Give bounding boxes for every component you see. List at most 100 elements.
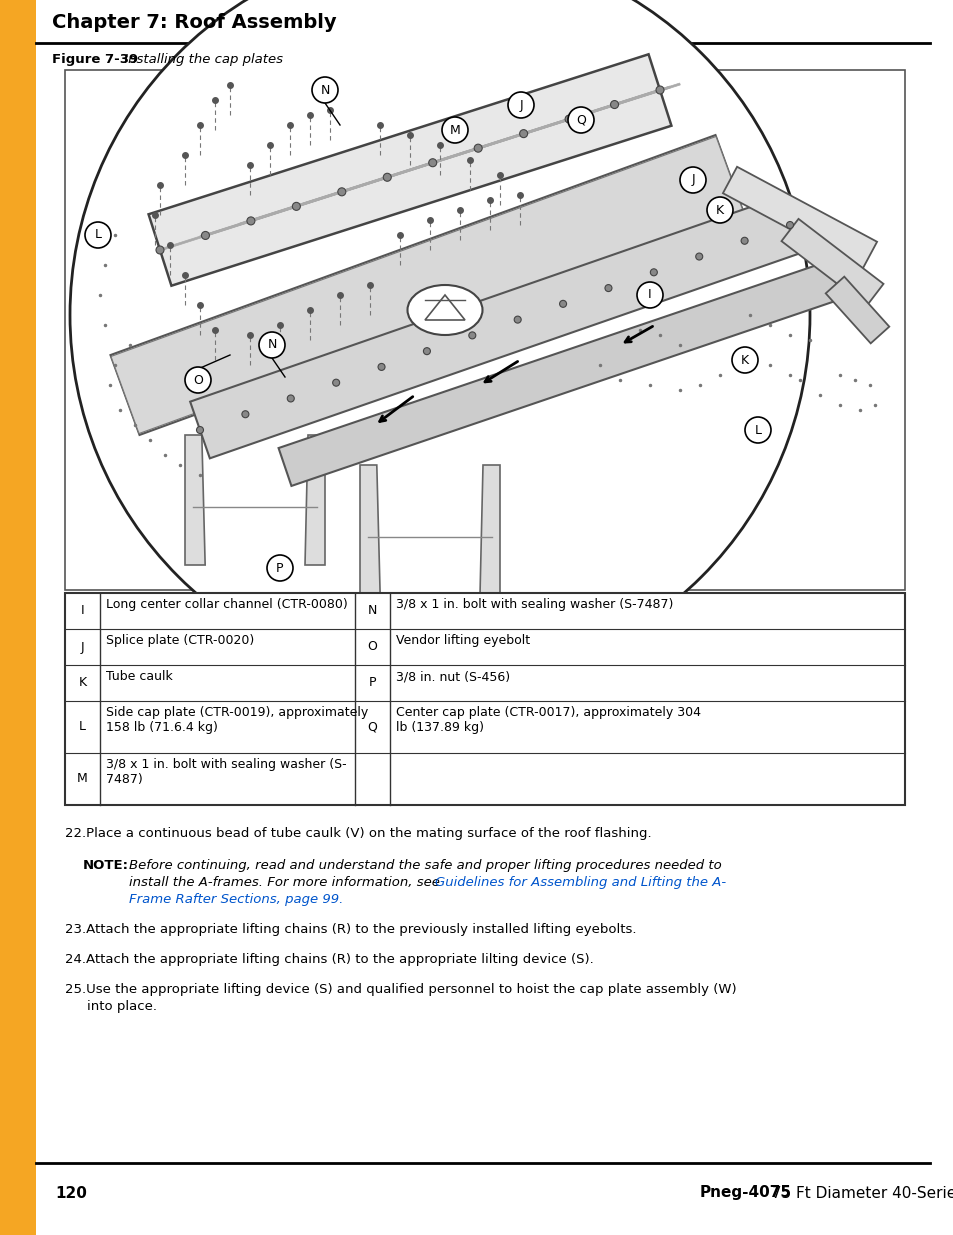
Text: Pneg-4075: Pneg-4075 [700, 1186, 791, 1200]
Circle shape [312, 77, 337, 103]
Text: Installing the cap plates: Installing the cap plates [120, 53, 283, 67]
Circle shape [474, 144, 481, 152]
Circle shape [267, 555, 293, 580]
Circle shape [604, 284, 611, 291]
Bar [65, 593, 904, 805]
Text: 3/8 x 1 in. bolt with sealing washer (S-
7487): 3/8 x 1 in. bolt with sealing washer (S-… [106, 758, 346, 785]
Polygon shape [479, 466, 499, 595]
Circle shape [650, 269, 657, 275]
Polygon shape [278, 261, 841, 485]
Polygon shape [199, 86, 670, 238]
Text: 120: 120 [55, 1186, 87, 1200]
Text: O: O [367, 641, 377, 653]
Text: N: N [368, 604, 376, 618]
Circle shape [507, 91, 534, 119]
Circle shape [247, 217, 254, 225]
Text: K: K [78, 677, 87, 689]
Bar [0, 0, 36, 1235]
Circle shape [731, 347, 758, 373]
Circle shape [383, 173, 391, 182]
Text: N: N [267, 338, 276, 352]
Text: 23.Attach the appropriate lifting chains (R) to the previously installed lifting: 23.Attach the appropriate lifting chains… [65, 923, 636, 936]
Circle shape [201, 231, 210, 240]
Text: M: M [449, 124, 460, 137]
Text: Frame Rafter Sections, page 99.: Frame Rafter Sections, page 99. [129, 893, 343, 906]
Text: P: P [276, 562, 283, 574]
Text: NOTE:: NOTE: [83, 860, 129, 872]
Circle shape [564, 115, 573, 124]
Polygon shape [111, 135, 743, 435]
Circle shape [695, 253, 702, 261]
Text: K: K [715, 204, 723, 216]
Text: Vendor lifting eyebolt: Vendor lifting eyebolt [395, 634, 530, 647]
Polygon shape [149, 54, 671, 285]
Text: Figure 7-39: Figure 7-39 [52, 53, 138, 67]
Circle shape [423, 348, 430, 354]
Text: 75 Ft Diameter 40-Series Bin: 75 Ft Diameter 40-Series Bin [766, 1186, 953, 1200]
Circle shape [156, 246, 164, 254]
Ellipse shape [407, 285, 482, 335]
Circle shape [196, 426, 203, 433]
Text: N: N [320, 84, 330, 96]
Circle shape [514, 316, 520, 324]
Text: L: L [754, 424, 760, 436]
Text: 22.Place a continuous bead of tube caulk (V) on the mating surface of the roof f: 22.Place a continuous bead of tube caulk… [65, 827, 651, 840]
Text: 3/8 in. nut (S-456): 3/8 in. nut (S-456) [395, 671, 510, 683]
Polygon shape [159, 89, 659, 251]
Text: Q: Q [576, 114, 585, 126]
Circle shape [377, 363, 385, 370]
Text: J: J [518, 99, 522, 111]
Text: 24.Attach the appropriate lifting chains (R) to the appropriate lilting device (: 24.Attach the appropriate lifting chains… [65, 953, 593, 966]
Text: 25.Use the appropriate lifting device (S) and qualified personnel to hoist the c: 25.Use the appropriate lifting device (S… [65, 983, 736, 995]
Polygon shape [305, 435, 325, 564]
Text: K: K [740, 353, 748, 367]
Circle shape [292, 203, 300, 210]
Text: Splice plate (CTR-0020): Splice plate (CTR-0020) [106, 634, 254, 647]
Circle shape [637, 282, 662, 308]
Circle shape [706, 198, 732, 224]
Circle shape [785, 221, 793, 228]
Circle shape [242, 411, 249, 417]
Circle shape [679, 167, 705, 193]
Text: O: O [193, 373, 203, 387]
Bar [65, 70, 904, 590]
Text: L: L [79, 720, 86, 734]
Text: Guidelines for Assembling and Lifting the A-: Guidelines for Assembling and Lifting th… [435, 876, 725, 889]
Polygon shape [359, 466, 379, 595]
Polygon shape [185, 435, 205, 564]
Text: L: L [94, 228, 101, 242]
Text: into place.: into place. [87, 1000, 157, 1013]
Polygon shape [190, 196, 799, 458]
Circle shape [744, 417, 770, 443]
Ellipse shape [70, 0, 809, 685]
Text: install the A-frames. For more information, see: install the A-frames. For more informati… [129, 876, 444, 889]
Circle shape [85, 222, 111, 248]
Text: I: I [647, 289, 651, 301]
Text: Chapter 7: Roof Assembly: Chapter 7: Roof Assembly [52, 14, 336, 32]
Text: P: P [369, 677, 375, 689]
Circle shape [287, 395, 294, 401]
Circle shape [258, 332, 285, 358]
Circle shape [337, 188, 345, 196]
Polygon shape [825, 277, 888, 343]
Text: 3/8 x 1 in. bolt with sealing washer (S-7487): 3/8 x 1 in. bolt with sealing washer (S-… [395, 598, 673, 611]
Polygon shape [239, 83, 679, 225]
Text: Center cap plate (CTR-0017), approximately 304
lb (137.89 kg): Center cap plate (CTR-0017), approximate… [395, 706, 700, 734]
Text: Long center collar channel (CTR-0080): Long center collar channel (CTR-0080) [106, 598, 348, 611]
Text: J: J [691, 173, 694, 186]
Circle shape [185, 367, 211, 393]
Circle shape [428, 159, 436, 167]
Circle shape [740, 237, 747, 245]
Polygon shape [781, 219, 882, 306]
Text: Before continuing, read and understand the safe and proper lifting procedures ne: Before continuing, read and understand t… [129, 860, 721, 872]
Text: Q: Q [367, 720, 377, 734]
Text: M: M [77, 773, 88, 785]
Circle shape [656, 86, 663, 94]
Circle shape [567, 107, 594, 133]
Polygon shape [722, 167, 876, 268]
Circle shape [441, 117, 468, 143]
Polygon shape [111, 137, 743, 433]
Text: Side cap plate (CTR-0019), approximately
158 lb (71.6.4 kg): Side cap plate (CTR-0019), approximately… [106, 706, 368, 734]
Circle shape [333, 379, 339, 387]
Circle shape [559, 300, 566, 308]
